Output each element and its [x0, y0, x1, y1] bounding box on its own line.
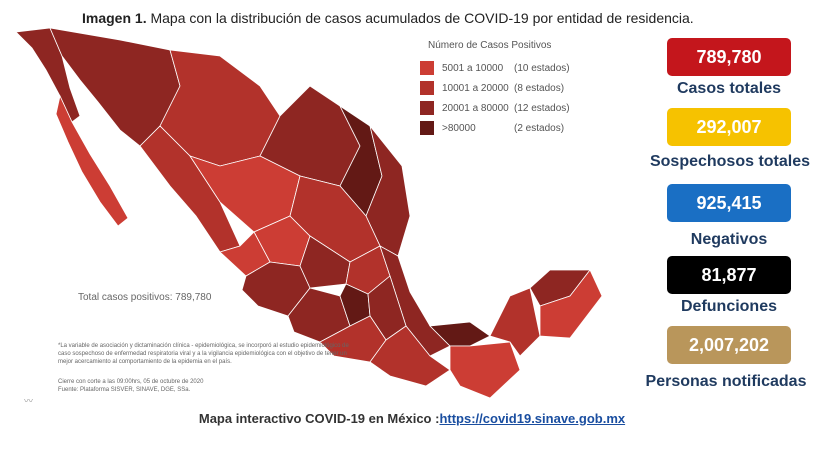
legend-count: (2 estados) — [514, 122, 565, 134]
legend-range: 20001 a 80000 — [442, 102, 509, 114]
stat-total-cases-label: Casos totales — [676, 80, 782, 97]
legend-range: >80000 — [442, 122, 476, 134]
stat-negatives-value: 925,415 — [667, 184, 791, 222]
footer-text: Mapa interactivo COVID-19 en México : — [198, 411, 440, 426]
footer: Mapa interactivo COVID-19 en México :htt… — [0, 411, 824, 426]
state-baja-california-sur — [55, 94, 129, 227]
stat-deaths-label: Defunciones — [680, 298, 777, 315]
methodology-note: *La variable de asociación y dictaminaci… — [58, 343, 349, 365]
legend-swatch — [420, 81, 434, 95]
figure-title-bold: Imagen 1. — [82, 10, 147, 26]
cutoff-info: Cierre con corte a las 09:00hrs, 05 de o… — [58, 378, 358, 394]
state-tabasco — [429, 321, 491, 347]
map-legend: Número de Casos Positivos 5001 a 10000 (… — [420, 40, 570, 139]
legend-item: 20001 a 80000 (12 estados) — [420, 99, 570, 117]
figure-title-text: Mapa con la distribución de casos acumul… — [150, 10, 694, 26]
stat-suspected-label: Sospechosos totales — [649, 153, 811, 170]
mexico-map — [15, 27, 603, 399]
cutoff-date: Cierre con corte a las 09:00hrs, 05 de o… — [58, 379, 204, 385]
legend-swatch — [420, 121, 434, 135]
cutoff-source: Fuente: Plataforma SISVER, SINAVE, DGE, … — [58, 387, 191, 393]
state-chiapas — [449, 341, 521, 399]
legend-range: 10001 a 20000 — [442, 82, 509, 94]
legend-count: (10 estados) — [514, 62, 570, 74]
stat-suspected-value: 292,007 — [667, 108, 791, 146]
state-oaxaca — [369, 325, 451, 387]
state-quintana-roo — [539, 269, 603, 339]
legend-swatch — [420, 61, 434, 75]
total-cases-label: Total casos positivos: 789,780 — [78, 292, 212, 303]
legend-count: (8 estados) — [514, 82, 565, 94]
legend-item: 10001 a 20000 (8 estados) — [420, 79, 570, 97]
figure-title: Imagen 1. Mapa con la distribución de ca… — [82, 10, 694, 26]
logo-icon: 〰 — [24, 396, 34, 406]
stat-negatives-label: Negativos — [690, 231, 768, 248]
stat-notified-value: 2,007,202 — [667, 326, 791, 364]
stat-notified-label: Personas notificadas — [645, 373, 807, 390]
legend-title: Número de Casos Positivos — [428, 40, 552, 51]
legend-item: >80000 (2 estados) — [420, 119, 570, 137]
legend-range: 5001 a 10000 — [442, 62, 504, 74]
stat-deaths-value: 81,877 — [667, 256, 791, 294]
legend-item: 5001 a 10000 (10 estados) — [420, 59, 570, 77]
interactive-map-link[interactable]: https://covid19.sinave.gob.mx — [439, 411, 626, 426]
legend-count: (12 estados) — [514, 102, 570, 114]
stat-total-cases-value: 789,780 — [667, 38, 791, 76]
legend-swatch — [420, 101, 434, 115]
state-nayarit — [219, 231, 271, 277]
